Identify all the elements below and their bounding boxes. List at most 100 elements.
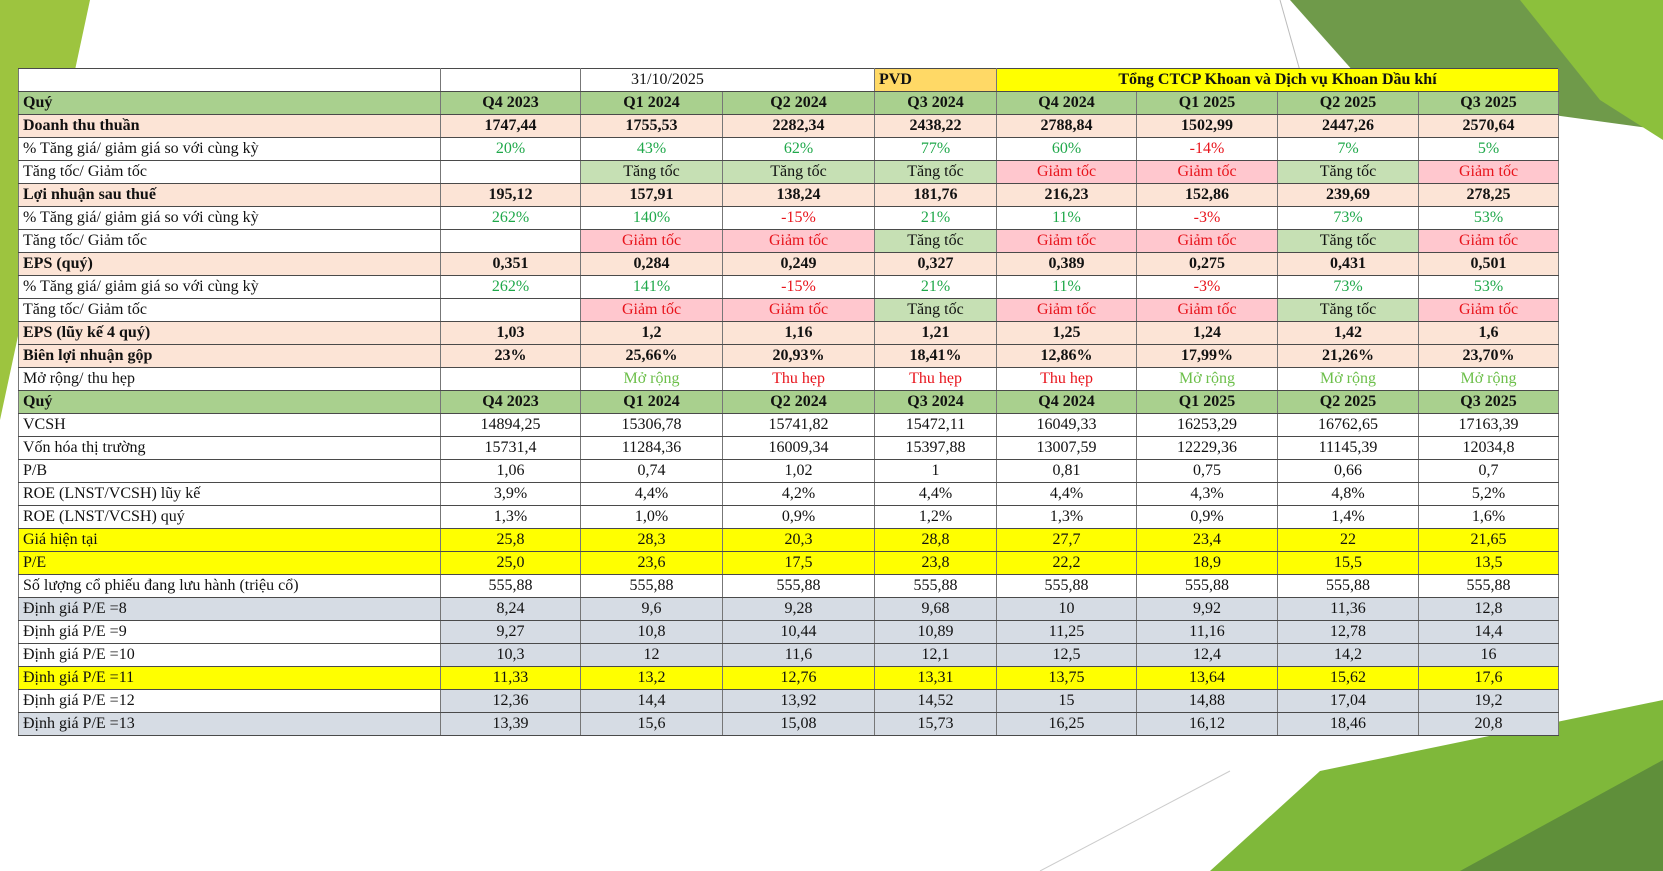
table-cell: 23,8 bbox=[874, 551, 997, 575]
table-cell: 13,92 bbox=[722, 689, 875, 713]
green-triangle-top-right-light bbox=[1520, 0, 1663, 140]
row-label: Số lượng cổ phiếu đang lưu hành (triệu c… bbox=[18, 574, 441, 598]
table-cell: Giảm tốc bbox=[1136, 160, 1278, 184]
table-cell bbox=[440, 160, 581, 184]
table-cell: 20,3 bbox=[722, 528, 875, 552]
table-cell: 0,389 bbox=[996, 252, 1137, 276]
row-label: P/B bbox=[18, 459, 441, 483]
table-cell: Mở rộng bbox=[1277, 367, 1419, 391]
table-cell: 2438,22 bbox=[874, 114, 997, 138]
table-cell: 15397,88 bbox=[874, 436, 997, 460]
table-cell: 0,81 bbox=[996, 459, 1137, 483]
column-header: Q2 2024 bbox=[722, 91, 875, 115]
table-cell: 9,27 bbox=[440, 620, 581, 644]
row-label: % Tăng giá/ giảm giá so với cùng kỳ bbox=[18, 206, 441, 230]
table-cell: 53% bbox=[1418, 275, 1559, 299]
table-cell: 23% bbox=[440, 344, 581, 368]
table-cell: 21,26% bbox=[1277, 344, 1419, 368]
table-cell: 138,24 bbox=[722, 183, 875, 207]
table-cell: Giảm tốc bbox=[996, 229, 1137, 253]
table-cell: 12,4 bbox=[1136, 643, 1278, 667]
table-cell: 12,78 bbox=[1277, 620, 1419, 644]
table-cell: 14,2 bbox=[1277, 643, 1419, 667]
table-cell: 3,9% bbox=[440, 482, 581, 506]
table-cell: 11,25 bbox=[996, 620, 1137, 644]
table-cell: 15,73 bbox=[874, 712, 997, 736]
table-cell: 15,62 bbox=[1277, 666, 1419, 690]
table-cell: 11,16 bbox=[1136, 620, 1278, 644]
table-cell: 152,86 bbox=[1136, 183, 1278, 207]
table-cell: Mở rộng bbox=[1418, 367, 1559, 391]
table-cell: 13,31 bbox=[874, 666, 997, 690]
table-row: ROE (LNST/VCSH) quý 1,3% 1,0% 0,9% 1,2% 1,3% 0… bbox=[18, 505, 1559, 529]
table-cell: 555,88 bbox=[580, 574, 723, 598]
title-empty-cell bbox=[18, 68, 441, 92]
table-cell: 1,03 bbox=[440, 321, 581, 345]
table-cell: 0,327 bbox=[874, 252, 997, 276]
table-cell: 278,25 bbox=[1418, 183, 1559, 207]
column-header: Q2 2024 bbox=[722, 390, 875, 414]
table-cell: 555,88 bbox=[440, 574, 581, 598]
table-cell: 12,5 bbox=[996, 643, 1137, 667]
table-cell: 11,36 bbox=[1277, 597, 1419, 621]
table-cell: 1,24 bbox=[1136, 321, 1278, 345]
table-cell: 157,91 bbox=[580, 183, 723, 207]
table-cell: 62% bbox=[722, 137, 875, 161]
green-triangle-bottom-right-dark bbox=[1460, 760, 1663, 871]
table-cell: 12,76 bbox=[722, 666, 875, 690]
table-cell: 13,75 bbox=[996, 666, 1137, 690]
table-cell bbox=[440, 367, 581, 391]
table-cell: 5,2% bbox=[1418, 482, 1559, 506]
row-label: Tăng tốc/ Giảm tốc bbox=[18, 160, 441, 184]
table-cell: Tăng tốc bbox=[1277, 298, 1419, 322]
table-cell: 14,4 bbox=[580, 689, 723, 713]
table-cell: Thu hẹp bbox=[722, 367, 875, 391]
table-cell: 15,5 bbox=[1277, 551, 1419, 575]
table-cell: Giảm tốc bbox=[996, 160, 1137, 184]
row-label: Tăng tốc/ Giảm tốc bbox=[18, 229, 441, 253]
table-cell: 0,284 bbox=[580, 252, 723, 276]
table-cell: 16,25 bbox=[996, 712, 1137, 736]
table-cell: 1,16 bbox=[722, 321, 875, 345]
column-header: Q4 2024 bbox=[996, 390, 1137, 414]
column-header: Q4 2024 bbox=[996, 91, 1137, 115]
table-cell: 28,8 bbox=[874, 528, 997, 552]
row-label: Quý bbox=[18, 91, 441, 115]
table-cell: Giảm tốc bbox=[1418, 298, 1559, 322]
table-cell: 0,249 bbox=[722, 252, 875, 276]
table-cell: 15731,4 bbox=[440, 436, 581, 460]
column-header: Q1 2024 bbox=[580, 91, 723, 115]
table-cell: 17,6 bbox=[1418, 666, 1559, 690]
row-label: Định giá P/E =10 bbox=[18, 643, 441, 667]
table-cell: Mở rộng bbox=[580, 367, 723, 391]
row-label: Định giá P/E =8 bbox=[18, 597, 441, 621]
table-cell: 1,2% bbox=[874, 505, 997, 529]
thin-line bbox=[1039, 770, 1231, 871]
table-cell: 555,88 bbox=[1418, 574, 1559, 598]
table-cell: 11% bbox=[996, 275, 1137, 299]
table-cell: 0,275 bbox=[1136, 252, 1278, 276]
table-row: % Tăng giá/ giảm giá so với cùng kỳ 262% 1… bbox=[18, 275, 1559, 299]
table-cell: Thu hẹp bbox=[996, 367, 1137, 391]
table-cell: 25,66% bbox=[580, 344, 723, 368]
table-cell: 23,4 bbox=[1136, 528, 1278, 552]
table-cell: Mở rộng bbox=[1136, 367, 1278, 391]
table-row: Định giá P/E =8 8,24 9,6 9,28 9,68 10 9,92 11,3… bbox=[18, 597, 1559, 621]
valuation-table: 31/10/2025 PVD Tổng CTCP Khoan và Dịch v… bbox=[18, 68, 1559, 736]
table-cell: 8,24 bbox=[440, 597, 581, 621]
column-header: Q1 2024 bbox=[580, 390, 723, 414]
table-cell: 73% bbox=[1277, 206, 1419, 230]
table-cell: 0,7 bbox=[1418, 459, 1559, 483]
table-cell: 21% bbox=[874, 275, 997, 299]
header-row: Quý Q4 2023 Q1 2024 Q2 2024 Q3 2024 Q4 2024 Q1… bbox=[18, 91, 1559, 115]
table-cell: 0,351 bbox=[440, 252, 581, 276]
table-row: % Tăng giá/ giảm giá so với cùng kỳ 262% 1… bbox=[18, 206, 1559, 230]
row-label: % Tăng giá/ giảm giá so với cùng kỳ bbox=[18, 137, 441, 161]
table-cell: Giảm tốc bbox=[722, 298, 875, 322]
table-row: Số lượng cổ phiếu đang lưu hành (triệu c… bbox=[18, 574, 1559, 598]
table-cell: 25,8 bbox=[440, 528, 581, 552]
table-cell bbox=[440, 229, 581, 253]
table-cell: 1747,44 bbox=[440, 114, 581, 138]
row-label: VCSH bbox=[18, 413, 441, 437]
row-label: EPS (lũy kế 4 quý) bbox=[18, 321, 441, 345]
